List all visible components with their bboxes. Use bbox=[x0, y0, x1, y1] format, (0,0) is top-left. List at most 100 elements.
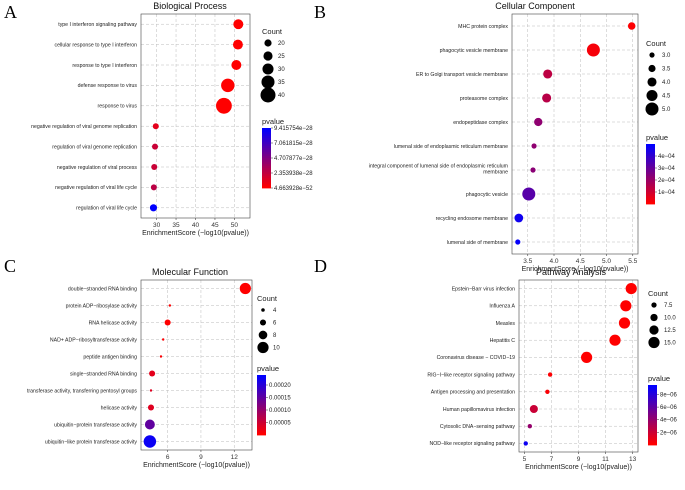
y-tick-label: RIG−I−like receptor signaling pathway bbox=[427, 372, 515, 378]
color-legend-swatch bbox=[262, 174, 271, 177]
color-legend-label: 1e−04 bbox=[658, 190, 676, 196]
panel-letter: C bbox=[4, 256, 16, 276]
y-tick-label: phagocytic vesicle bbox=[466, 192, 508, 198]
color-legend-swatch bbox=[257, 421, 266, 424]
color-legend-swatch bbox=[646, 188, 655, 191]
plot-border bbox=[140, 279, 253, 451]
y-tick-label: regulation of viral life cycle bbox=[76, 206, 137, 212]
color-legend-swatch bbox=[646, 162, 655, 165]
y-tick-label: negative regulation of viral process bbox=[57, 165, 138, 171]
data-point bbox=[216, 97, 232, 114]
size-legend-dot bbox=[263, 51, 273, 61]
x-tick-label: 4.0 bbox=[549, 258, 558, 265]
color-legend-title: pvalue bbox=[648, 374, 670, 383]
color-legend-swatch bbox=[262, 154, 271, 157]
color-legend-swatch bbox=[262, 144, 271, 147]
color-legend-swatch bbox=[257, 405, 266, 408]
color-legend-swatch bbox=[257, 397, 266, 400]
x-tick-label: 6 bbox=[166, 454, 170, 461]
color-legend-swatch bbox=[646, 172, 655, 175]
size-legend-dot bbox=[646, 89, 658, 102]
y-tick-label: ER to Golgi transport vesicle membrane bbox=[416, 72, 508, 78]
data-point bbox=[159, 355, 163, 358]
size-legend-dot bbox=[648, 336, 660, 349]
x-tick-label: 3.5 bbox=[523, 258, 532, 265]
color-legend-swatch bbox=[648, 391, 657, 394]
plot-area bbox=[512, 14, 638, 254]
size-legend-label: 6 bbox=[273, 321, 277, 327]
color-legend-swatch bbox=[646, 202, 655, 205]
color-legend-swatch bbox=[262, 138, 271, 141]
y-tick-label: NOD−like receptor signaling pathway bbox=[430, 441, 516, 447]
color-legend-swatch bbox=[646, 170, 655, 173]
color-legend-label: 4.663928e−52 bbox=[274, 186, 313, 192]
color-legend-swatch bbox=[257, 431, 266, 434]
panel-letter: B bbox=[314, 2, 326, 22]
data-point bbox=[530, 167, 536, 173]
color-legend-swatch bbox=[257, 385, 266, 388]
color-legend-swatch bbox=[646, 174, 655, 177]
color-legend-swatch bbox=[262, 160, 271, 163]
color-legend-swatch bbox=[646, 186, 655, 189]
color-legend-label: 8e−06 bbox=[660, 392, 678, 398]
color-legend-swatch bbox=[257, 429, 266, 432]
size-legend-label: 4.5 bbox=[662, 94, 671, 100]
color-legend-swatch bbox=[648, 443, 657, 446]
y-tick-label: phagocytic vesicle membrane bbox=[440, 48, 508, 54]
color-legend-swatch bbox=[262, 146, 271, 149]
size-legend-dot bbox=[651, 302, 657, 308]
color-legend-label: 4.707877e−28 bbox=[274, 156, 313, 162]
size-legend-dot bbox=[649, 325, 659, 335]
size-legend-dot bbox=[258, 330, 268, 340]
y-tick-label: negative regulation of viral genome repl… bbox=[31, 124, 137, 130]
data-point bbox=[620, 300, 632, 312]
color-legend-swatch bbox=[648, 423, 657, 426]
color-legend-swatch bbox=[648, 393, 657, 396]
size-legend-dot bbox=[647, 77, 657, 87]
color-legend-label: 0.00020 bbox=[269, 383, 291, 389]
color-legend-swatch bbox=[262, 172, 271, 175]
color-legend-swatch bbox=[262, 132, 271, 135]
data-point bbox=[514, 213, 524, 223]
y-tick-label: Epstein−Barr virus infection bbox=[452, 286, 515, 292]
color-legend-swatch bbox=[646, 190, 655, 193]
x-tick-label: 40 bbox=[192, 222, 200, 229]
size-legend-title: Count bbox=[262, 27, 283, 36]
color-legend-swatch bbox=[262, 184, 271, 187]
data-point bbox=[149, 370, 156, 377]
color-legend-swatch bbox=[646, 166, 655, 169]
color-legend-label: 0.00010 bbox=[269, 408, 291, 414]
color-legend-swatch bbox=[646, 184, 655, 187]
x-axis-label: EnrichmentScore (−log10(pvalue)) bbox=[525, 464, 632, 471]
x-tick-label: 50 bbox=[231, 222, 239, 229]
data-point bbox=[523, 441, 528, 446]
y-tick-label: single−stranded RNA binding bbox=[70, 371, 137, 377]
color-legend-swatch bbox=[646, 198, 655, 201]
color-legend-label: 4e−04 bbox=[658, 154, 676, 160]
size-legend-dot bbox=[259, 319, 267, 326]
size-legend-title: Count bbox=[646, 39, 667, 48]
size-legend-dot bbox=[264, 39, 272, 47]
color-legend-swatch bbox=[262, 182, 271, 185]
color-legend-swatch bbox=[646, 196, 655, 199]
y-tick-label: Antigen processing and presentation bbox=[431, 390, 515, 396]
data-point bbox=[231, 60, 242, 70]
panel-d: D Pathway Analysis Epstein−Barr virus infe… bbox=[314, 256, 678, 471]
color-legend-swatch bbox=[262, 166, 271, 169]
color-legend-swatch bbox=[648, 417, 657, 420]
color-legend-swatch bbox=[262, 148, 271, 151]
size-legend-label: 25 bbox=[278, 54, 285, 60]
color-legend-swatch bbox=[648, 413, 657, 416]
color-legend-swatch bbox=[646, 200, 655, 203]
color-legend-swatch bbox=[648, 409, 657, 412]
color-legend-swatch bbox=[646, 180, 655, 183]
y-tick-label: lumenal side of endoplasmic reticulum me… bbox=[394, 144, 508, 150]
x-tick-label: 12 bbox=[231, 454, 239, 461]
color-legend-swatch bbox=[257, 391, 266, 394]
data-point bbox=[239, 282, 251, 295]
color-legend-label: 2e−04 bbox=[658, 178, 676, 184]
size-legend-label: 3.0 bbox=[662, 53, 671, 59]
y-tick-label: Measles bbox=[496, 321, 516, 327]
size-legend-title: Count bbox=[257, 294, 278, 303]
